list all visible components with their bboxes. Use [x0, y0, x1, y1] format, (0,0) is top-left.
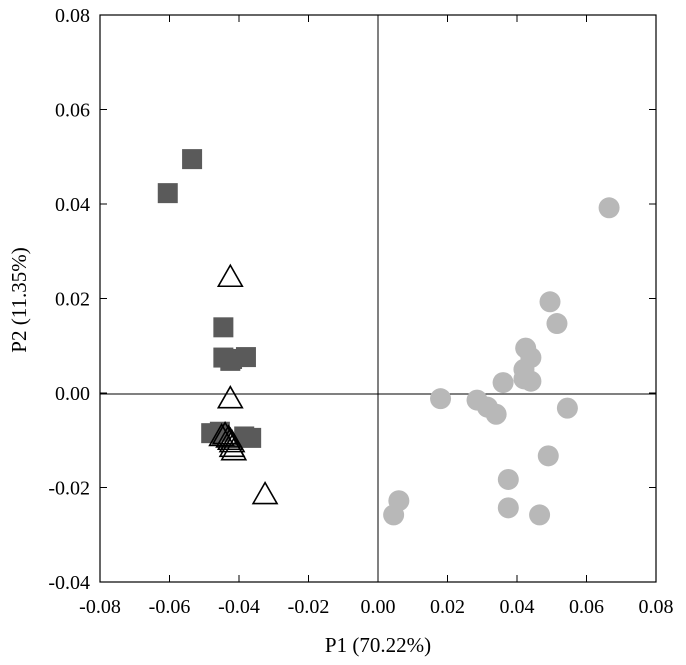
x-tick-label: 0.04: [500, 596, 535, 618]
y-tick-label: 0.00: [55, 383, 90, 405]
triangle-point: [216, 385, 244, 409]
triangle-point: [216, 263, 244, 288]
square-point: [157, 183, 178, 204]
circle-point: [430, 388, 452, 410]
x-tick-label: -0.08: [79, 596, 121, 618]
y-tick-label: 0.02: [55, 289, 90, 311]
x-tick-label: 0.00: [361, 596, 396, 618]
triangle-point: [208, 422, 236, 447]
triangle-point: [251, 480, 279, 505]
circle-point: [485, 403, 507, 425]
circle-point: [539, 291, 561, 313]
circle-point: [497, 497, 519, 519]
square-point: [182, 149, 203, 170]
x-tick-label: 0.02: [430, 596, 465, 618]
circle-point: [546, 313, 568, 335]
circle-point: [492, 372, 514, 394]
data-points: [157, 149, 620, 526]
x-tick-label: 0.06: [569, 596, 604, 618]
x-tick-label: -0.02: [288, 596, 330, 618]
circle-point: [556, 397, 578, 419]
y-axis-title: P2 (11.35%): [7, 247, 31, 352]
square-point: [213, 317, 234, 338]
y-tick-label: 0.06: [55, 100, 90, 122]
triangle-point: [220, 437, 248, 461]
circle-point: [537, 445, 559, 467]
circle-point: [497, 468, 519, 490]
circle-point: [383, 504, 405, 526]
y-tick-label: 0.04: [55, 194, 90, 216]
x-tick-label: -0.04: [218, 596, 260, 618]
axis-ticks: -0.08 -0.06 -0.04 -0.02 0.00 0.02 0.04 0.06 0.08…: [48, 5, 673, 618]
y-tick-label: 0.08: [55, 5, 90, 27]
y-tick-label: -0.02: [48, 478, 90, 500]
square-point: [220, 350, 241, 371]
x-tick-label: -0.06: [149, 596, 191, 618]
triangle-point: [218, 429, 246, 453]
circle-point: [520, 370, 542, 392]
square-point: [235, 347, 256, 368]
y-tick-label: -0.04: [48, 572, 90, 594]
x-axis-title: P1 (70.22%): [325, 633, 431, 657]
circle-point: [598, 197, 620, 219]
x-tick-label: 0.08: [639, 596, 674, 618]
square-point: [241, 427, 262, 448]
circle-point: [529, 504, 551, 526]
